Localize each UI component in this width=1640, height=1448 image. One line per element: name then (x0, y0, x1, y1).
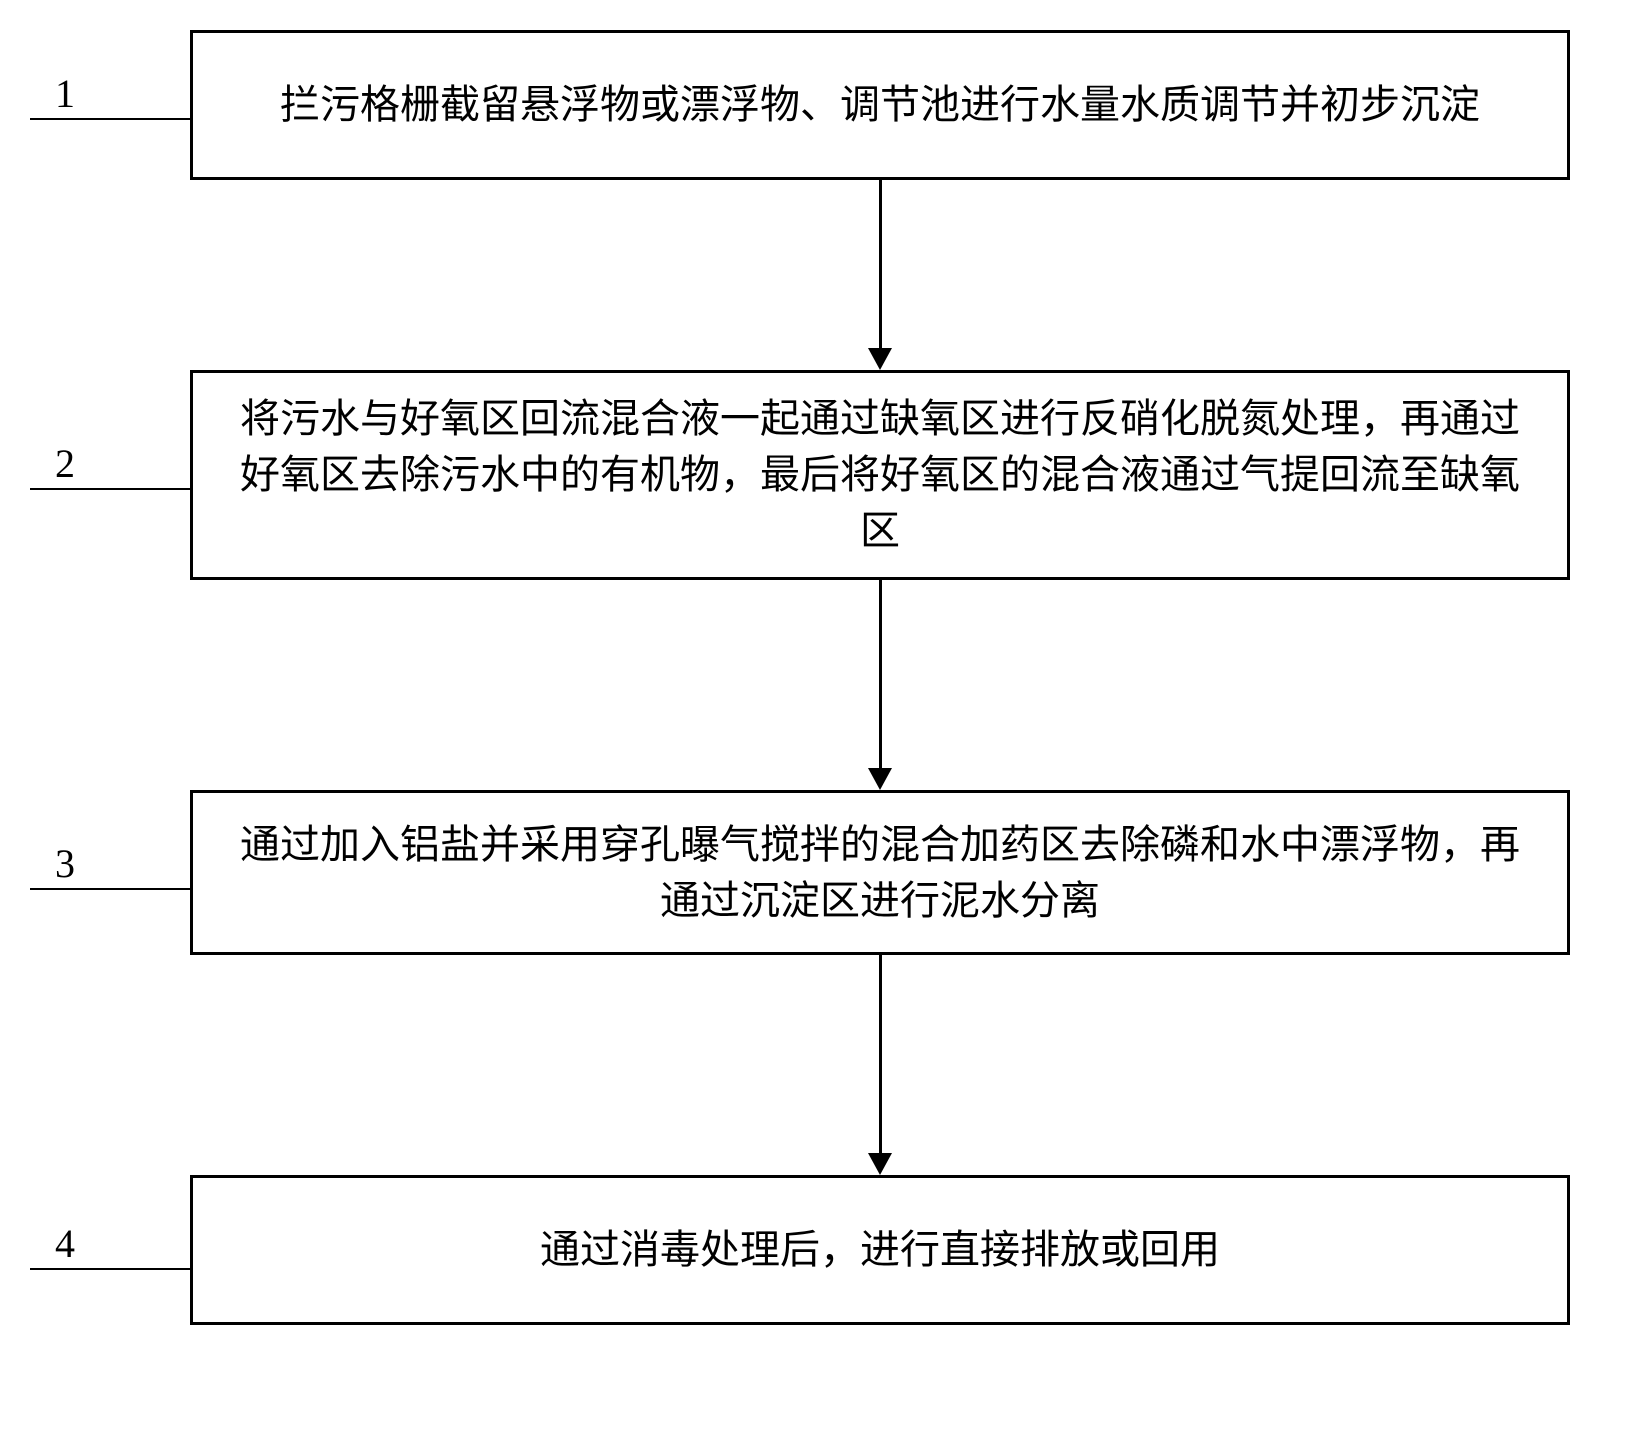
step-text-4: 通过消毒处理后，进行直接排放或回用 (540, 1222, 1220, 1278)
arrow-head-2 (868, 768, 892, 790)
step-text-1: 拦污格栅截留悬浮物或漂浮物、调节池进行水量水质调节并初步沉淀 (280, 77, 1480, 133)
step-text-2: 将污水与好氧区回流混合液一起通过缺氧区进行反硝化脱氮处理，再通过好氧区去除污水中… (223, 391, 1537, 559)
arrow-head-3 (868, 1153, 892, 1175)
step-number-2: 2 (55, 440, 75, 487)
step-text-3: 通过加入铝盐并采用穿孔曝气搅拌的混合加药区去除磷和水中漂浮物，再通过沉淀区进行泥… (223, 817, 1537, 929)
step-box-2: 将污水与好氧区回流混合液一起通过缺氧区进行反硝化脱氮处理，再通过好氧区去除污水中… (190, 370, 1570, 580)
step-connector-3 (30, 888, 190, 890)
arrow-head-1 (868, 348, 892, 370)
arrow-line-2 (879, 580, 882, 770)
step-connector-2 (30, 488, 190, 490)
step-number-3: 3 (55, 840, 75, 887)
flowchart-container: 1 拦污格栅截留悬浮物或漂浮物、调节池进行水量水质调节并初步沉淀 2 将污水与好… (0, 0, 1640, 1448)
step-box-3: 通过加入铝盐并采用穿孔曝气搅拌的混合加药区去除磷和水中漂浮物，再通过沉淀区进行泥… (190, 790, 1570, 955)
step-connector-4 (30, 1268, 190, 1270)
step-number-1: 1 (55, 70, 75, 117)
arrow-line-1 (879, 180, 882, 350)
step-box-1: 拦污格栅截留悬浮物或漂浮物、调节池进行水量水质调节并初步沉淀 (190, 30, 1570, 180)
step-box-4: 通过消毒处理后，进行直接排放或回用 (190, 1175, 1570, 1325)
step-connector-1 (30, 118, 190, 120)
arrow-line-3 (879, 955, 882, 1155)
step-number-4: 4 (55, 1220, 75, 1267)
